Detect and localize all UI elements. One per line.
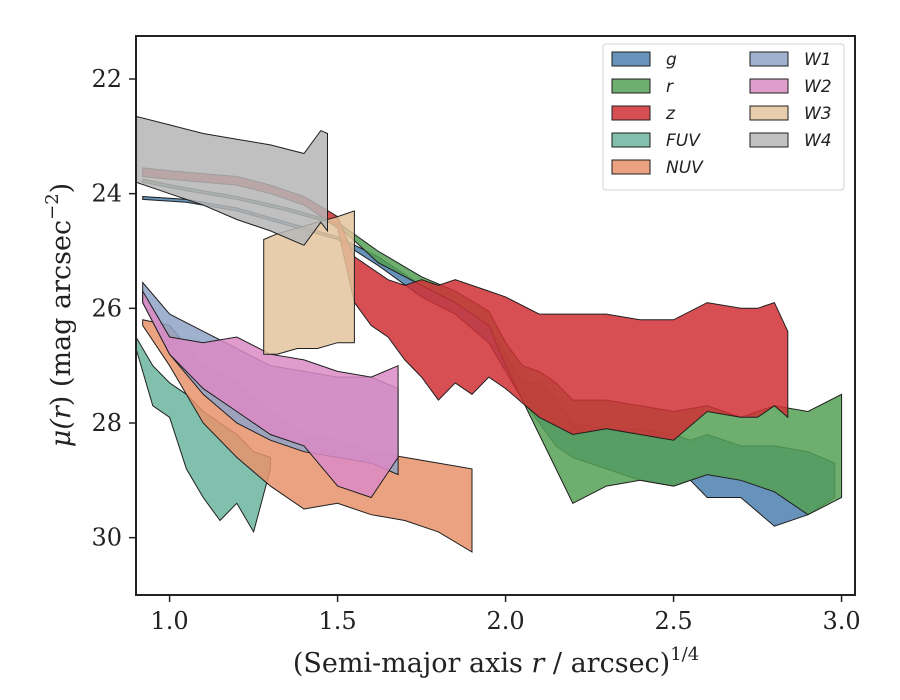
legend-label-w1: W1: [804, 50, 832, 70]
y-axis-title: μ(r) (mag arcsec−2): [42, 183, 77, 447]
legend-swatch-w2: [749, 78, 789, 94]
legend-label-z: z: [665, 104, 676, 124]
legend-label-g: g: [666, 50, 677, 70]
legend: grz FUV NUV W1 W2 W3 W4: [602, 43, 845, 191]
x-tick-label: 1.5: [319, 607, 357, 635]
series-band-w4: [136, 115, 328, 246]
legend-label-r: r: [666, 77, 674, 97]
x-tick-label: 2.5: [654, 607, 692, 635]
x-tick-label: 2.0: [486, 607, 524, 635]
legend-label-w4: W4: [804, 131, 832, 151]
legend-swatch-w1: [749, 51, 789, 67]
legend-swatch-w4: [749, 132, 789, 148]
legend-label-nuv: NUV: [666, 158, 704, 178]
y-tick-label: 22: [91, 65, 122, 93]
legend-label-w3: W3: [804, 104, 832, 124]
legend-swatch-nuv: [611, 159, 651, 175]
x-tick-label: 3.0: [822, 607, 860, 635]
legend-swatch-r: [611, 78, 651, 94]
legend-label-w2: W2: [804, 77, 832, 97]
y-tick-label: 28: [91, 409, 122, 437]
series-bands: [136, 115, 843, 553]
plot-frame: [135, 35, 856, 596]
y-tick-label: 26: [91, 294, 122, 322]
legend-swatch-w3: [749, 105, 789, 121]
x-axis-title: (Semi-major axis r / arcsec)1/4: [293, 644, 699, 679]
legend-swatch-g: [611, 51, 651, 67]
y-axis: 22 24 26 28 30: [91, 65, 136, 552]
y-tick-label: 24: [91, 180, 122, 208]
series-band-w2: [142, 289, 399, 499]
y-tick-label: 30: [91, 524, 122, 552]
legend-label-fuv: FUV: [666, 131, 701, 151]
x-axis: 1.0 1.5 2.0 2.5 3.0: [151, 595, 861, 635]
series-band-z: [142, 167, 789, 441]
legend-swatch-fuv: [611, 132, 651, 148]
legend-swatch-z: [611, 105, 651, 121]
x-tick-label: 1.0: [151, 607, 189, 635]
